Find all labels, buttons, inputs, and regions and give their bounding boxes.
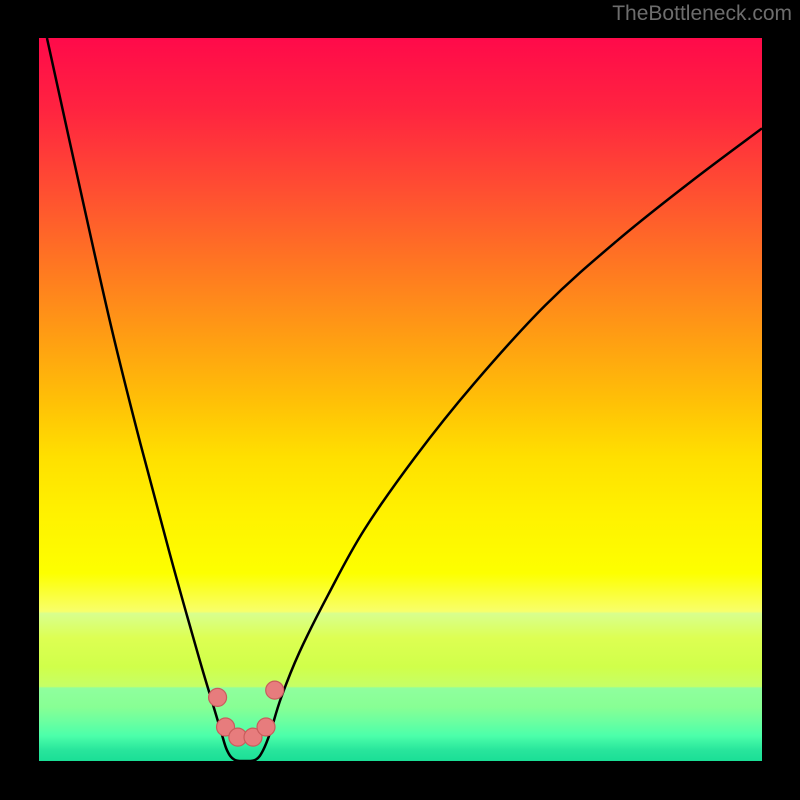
plot-area <box>39 38 762 761</box>
gradient-background <box>39 38 762 761</box>
watermark-label: TheBottleneck.com <box>612 2 792 26</box>
chart-container: TheBottleneck.com <box>0 0 800 800</box>
